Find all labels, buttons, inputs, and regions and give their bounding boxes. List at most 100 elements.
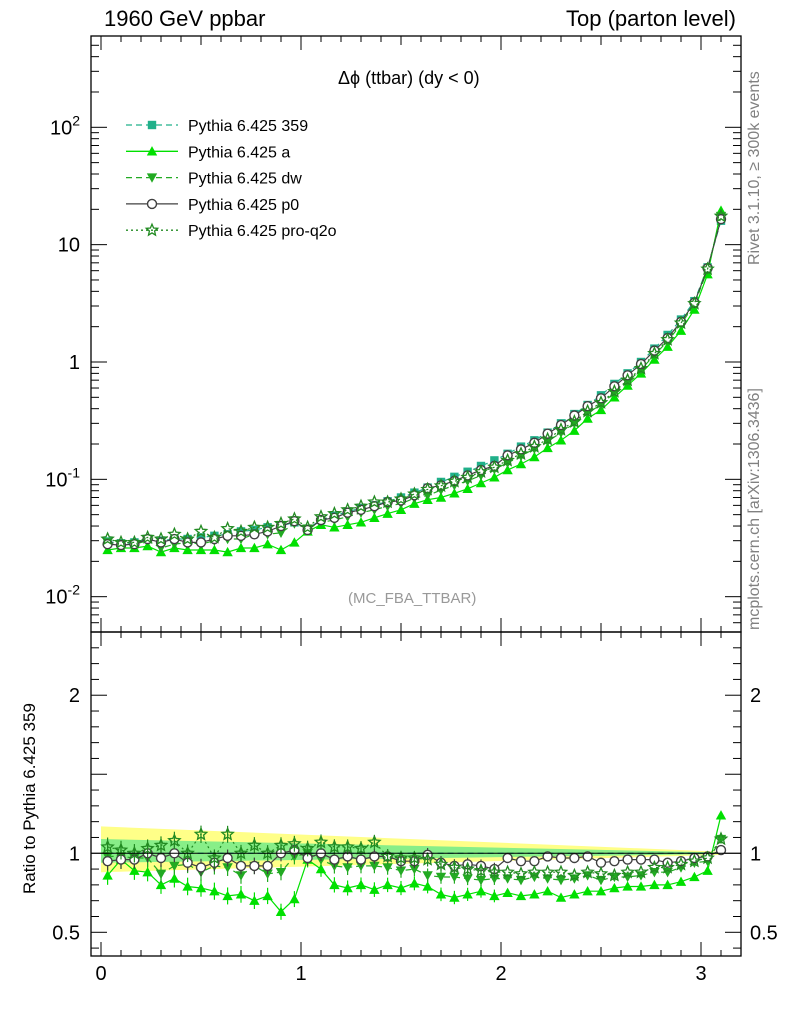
ratio-point-pythia-6-425-dw <box>475 875 487 886</box>
legend-marker-pythia-6-425-pro-q2o <box>144 222 160 237</box>
main-point-pythia-6-425-pro-q2o <box>273 515 289 530</box>
ratio-point-pythia-6-425-p0 <box>515 855 527 867</box>
legend-label-pythia-6-425-359: Pythia 6.425 359 <box>188 118 308 135</box>
ratio-point-pythia-6-425-a <box>662 879 673 890</box>
ratio-point-pythia-6-425-pro-q2o <box>220 826 235 841</box>
ratio-point-pythia-6-425-pro-q2o <box>313 834 329 849</box>
ratio-y-tick-label-left: 1 <box>69 843 80 865</box>
ratio-point-pythia-6-425-dw <box>395 866 407 876</box>
ratio-point-pythia-6-425-p0 <box>262 860 273 872</box>
main-point-pythia-6-425-p0 <box>195 537 207 548</box>
main-point-pythia-6-425-pro-q2o <box>673 315 689 330</box>
main-point-pythia-6-425-a <box>209 544 220 555</box>
ratio-point-pythia-6-425-a <box>702 865 713 875</box>
ratio-point-pythia-6-425-a <box>355 879 367 890</box>
ratio-point-pythia-6-425-p0 <box>555 852 567 864</box>
main-point-pythia-6-425-a <box>515 458 527 469</box>
main-point-pythia-6-425-pro-q2o <box>313 508 329 523</box>
legend-marker-pythia-6-425-p0 <box>146 198 158 210</box>
main-point-pythia-6-425-pro-q2o <box>140 529 155 544</box>
ratio-point-pythia-6-425-pro-q2o <box>140 840 155 855</box>
ratio-point-pythia-6-425-p0 <box>582 851 593 862</box>
main-point-pythia-6-425-a <box>329 522 340 532</box>
ratio-point-pythia-6-425-pro-q2o <box>487 864 502 879</box>
x-tick-label: 2 <box>495 963 506 985</box>
ratio-point-pythia-6-425-dw <box>275 868 287 878</box>
ratio-point-pythia-6-425-a <box>569 889 580 899</box>
ratio-point-pythia-6-425-pro-q2o <box>513 866 529 881</box>
main-point-pythia-6-425-pro-q2o <box>193 523 209 538</box>
ratio-point-pythia-6-425-p0 <box>502 852 513 864</box>
ratio-point-pythia-6-425-pro-q2o <box>273 837 289 852</box>
ratio-point-pythia-6-425-pro-q2o <box>153 837 169 852</box>
ratio-point-pythia-6-425-p0 <box>195 862 207 873</box>
ratio-point-pythia-6-425-pro-q2o <box>207 850 222 865</box>
ratio-point-pythia-6-425-pro-q2o <box>580 864 595 879</box>
ratio-point-pythia-6-425-a <box>422 881 433 891</box>
main-point-pythia-6-425-pro-q2o <box>260 519 275 534</box>
ratio-y-tick-label-left: 2 <box>69 685 80 707</box>
legend-label-pythia-6-425-pro-q2o: Pythia 6.425 pro-q2o <box>188 223 337 240</box>
ratio-point-pythia-6-425-pro-q2o <box>127 845 142 860</box>
main-point-pythia-6-425-pro-q2o <box>473 464 489 478</box>
main-point-pythia-6-425-pro-q2o <box>633 360 649 375</box>
ratio-y-tick-label-right: 0.5 <box>750 922 778 944</box>
main-point-pythia-6-425-pro-q2o <box>127 534 142 549</box>
main-point-pythia-6-425-a <box>355 517 367 527</box>
ratio-point-pythia-6-425-pro-q2o <box>633 864 649 879</box>
ratio-point-pythia-6-425-dw <box>462 874 473 884</box>
main-point-pythia-6-425-dw <box>582 408 593 418</box>
ratio-point-pythia-6-425-pro-q2o <box>553 864 569 879</box>
main-point-pythia-6-425-pro-q2o <box>487 459 502 474</box>
ratio-point-pythia-6-425-pro-q2o <box>447 859 462 874</box>
ratio-point-pythia-6-425-a <box>195 882 207 893</box>
ratio-point-pythia-6-425-pro-q2o <box>420 851 435 866</box>
ratio-point-pythia-6-425-pro-q2o <box>353 840 369 855</box>
ratio-point-pythia-6-425-pro-q2o <box>340 839 355 854</box>
ratio-point-pythia-6-425-pro-q2o <box>607 867 622 882</box>
ratio-point-pythia-6-425-a <box>129 865 140 875</box>
ratio-point-pythia-6-425-pro-q2o <box>433 856 449 871</box>
main-point-pythia-6-425-pro-q2o <box>593 395 609 409</box>
ratio-point-pythia-6-425-pro-q2o <box>700 850 715 865</box>
main-point-pythia-6-425-a <box>382 508 393 518</box>
main-point-pythia-6-425-pro-q2o <box>300 519 315 534</box>
main-point-pythia-6-425-pro-q2o <box>607 383 622 398</box>
ratio-point-pythia-6-425-pro-q2o <box>527 864 542 879</box>
ratio-point-pythia-6-425-p0 <box>635 854 647 865</box>
ratio-point-pythia-6-425-p0 <box>569 852 580 864</box>
ratio-point-pythia-6-425-pro-q2o <box>327 839 342 854</box>
ratio-point-pythia-6-425-pro-q2o <box>260 845 275 860</box>
header-left: 1960 GeV ppbar <box>104 6 266 31</box>
main-point-pythia-6-425-pro-q2o <box>327 505 342 520</box>
ratio-point-pythia-6-425-a <box>142 867 153 877</box>
ratio-point-pythia-6-425-p0 <box>102 855 113 867</box>
x-tick-label: 0 <box>95 963 106 985</box>
ratio-point-pythia-6-425-p0 <box>369 851 380 862</box>
main-point-pythia-6-425-pro-q2o <box>180 531 195 546</box>
ratio-point-pythia-6-425-pro-q2o <box>100 839 115 854</box>
main-point-pythia-6-425-a <box>489 472 500 482</box>
ratio-point-pythia-6-425-dw <box>449 872 460 883</box>
main-point-pythia-6-425-pro-q2o <box>393 491 409 506</box>
main-point-pythia-6-425-a <box>582 413 593 423</box>
main-point-pythia-6-425-pro-q2o <box>500 452 515 467</box>
ratio-point-pythia-6-425-pro-q2o <box>180 845 195 860</box>
ratio-point-pythia-6-425-dw <box>555 875 567 886</box>
ratio-point-pythia-6-425-a <box>155 879 167 890</box>
main-point-pythia-6-425-pro-q2o <box>527 438 542 453</box>
main-point-pythia-6-425-pro-q2o <box>420 481 435 496</box>
main-point-pythia-6-425-a <box>675 325 687 335</box>
uncertainty-band-inner <box>101 839 721 863</box>
main-point-pythia-6-425-a <box>462 483 473 494</box>
ratio-series-line-pythia-6-425-dw <box>107 838 722 881</box>
ratio-point-pythia-6-425-dw <box>262 869 273 880</box>
main-y-tick-label: 10 <box>58 235 80 257</box>
ratio-point-pythia-6-425-dw <box>382 863 393 873</box>
main-point-pythia-6-425-pro-q2o <box>380 494 395 509</box>
ratio-point-pythia-6-425-a <box>689 871 700 882</box>
ratio-point-pythia-6-425-dw <box>155 869 167 880</box>
ratio-point-pythia-6-425-p0 <box>249 860 260 872</box>
ratio-point-pythia-6-425-pro-q2o <box>473 863 489 877</box>
main-point-pythia-6-425-pro-q2o <box>340 502 355 517</box>
